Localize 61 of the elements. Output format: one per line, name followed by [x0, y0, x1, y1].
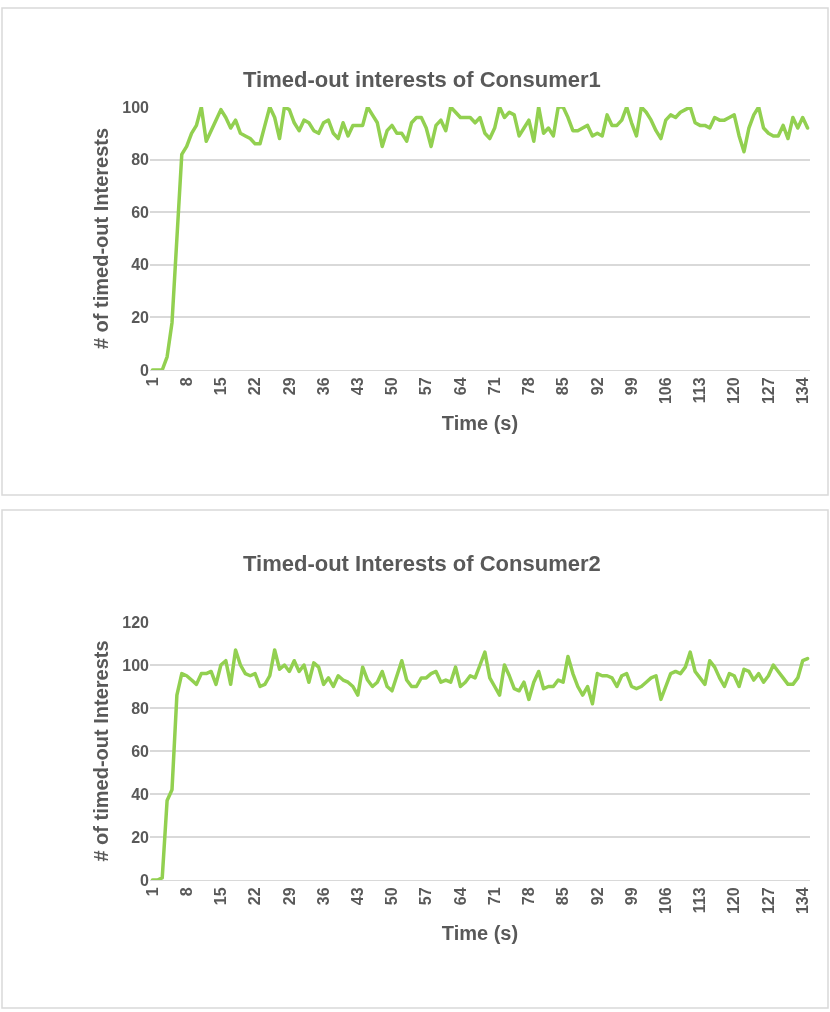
x-tick-label: 50 [383, 377, 401, 396]
x-tick-label: 113 [691, 377, 709, 404]
x-axis-title: Time (s) [441, 411, 519, 434]
x-tick-label: 120 [725, 377, 743, 405]
y-tick-label: 40 [131, 256, 150, 274]
y-axis-title: # of timed-out Interests [89, 127, 112, 350]
x-tick-label: 36 [314, 377, 332, 396]
y-tick-label: 60 [131, 742, 150, 760]
y-tick-label: 120 [122, 613, 150, 631]
y-tick-label: 20 [131, 828, 150, 846]
x-tick-label: 8 [177, 887, 195, 897]
x-tick-label: 127 [759, 377, 777, 405]
x-tick-label: 22 [246, 887, 264, 906]
x-tick-label: 8 [177, 377, 195, 387]
x-tick-label: 78 [520, 377, 538, 396]
y-tick-label: 100 [122, 98, 150, 116]
y-tick-label: 80 [131, 151, 150, 169]
x-tick-label: 29 [280, 377, 298, 396]
x-tick-label: 71 [485, 377, 503, 396]
y-tick-label: 40 [131, 785, 150, 803]
x-tick-label: 64 [451, 887, 469, 906]
x-tick-label: 43 [348, 377, 366, 396]
x-tick-label: 29 [280, 887, 298, 906]
x-tick-label: 1 [143, 887, 161, 897]
x-tick-label: 22 [246, 377, 264, 396]
x-tick-label: 99 [622, 887, 640, 906]
x-tick-label: 92 [588, 887, 606, 906]
x-tick-label: 99 [622, 377, 640, 396]
x-tick-label: 106 [656, 377, 674, 405]
y-tick-label: 80 [131, 699, 150, 717]
x-tick-label: 134 [793, 887, 811, 915]
x-tick-label: 92 [588, 377, 606, 396]
x-tick-label: 106 [656, 887, 674, 915]
chart-title: Timed-out Interests of Consumer2 [243, 551, 601, 576]
x-tick-label: 15 [212, 377, 230, 396]
y-tick-label: 0 [140, 871, 150, 889]
x-tick-label: 57 [417, 377, 435, 396]
x-tick-label: 134 [793, 377, 811, 405]
x-tick-label: 127 [759, 887, 777, 915]
x-tick-label: 15 [212, 887, 230, 906]
x-tick-label: 64 [451, 377, 469, 396]
x-tick-label: 50 [383, 887, 401, 906]
line-series [150, 107, 810, 370]
x-tick-label: 36 [314, 887, 332, 906]
y-tick-label: 100 [122, 656, 150, 674]
chart-title: Timed-out interests of Consumer1 [243, 67, 601, 92]
x-tick-label: 1 [143, 377, 161, 387]
x-tick-label: 71 [485, 887, 503, 906]
y-tick-label: 20 [131, 309, 150, 326]
x-tick-label: 78 [520, 887, 538, 906]
line-series [150, 648, 810, 880]
x-tick-label: 120 [725, 887, 743, 915]
x-tick-label: 43 [348, 887, 366, 906]
y-tick-label: 60 [131, 203, 150, 221]
x-tick-label: 57 [417, 887, 435, 906]
x-tick-label: 113 [691, 887, 709, 914]
x-axis-title: Time (s) [441, 921, 519, 944]
x-tick-label: 85 [554, 887, 572, 906]
y-tick-label: 0 [140, 361, 150, 379]
x-tick-label: 85 [554, 377, 572, 396]
y-axis-title: # of timed-out Interests [89, 640, 112, 862]
